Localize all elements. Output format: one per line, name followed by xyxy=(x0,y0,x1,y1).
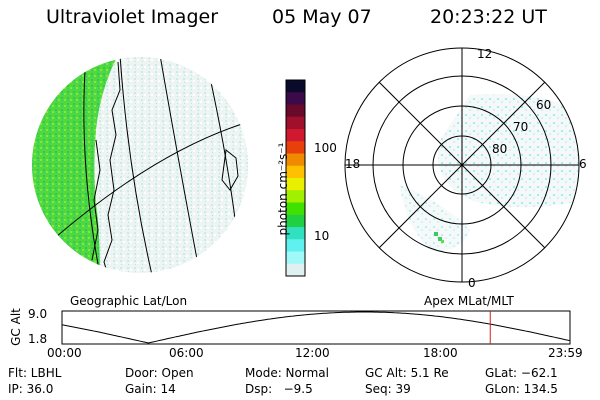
geographic-caption: Geographic Lat/Lon xyxy=(70,294,188,308)
timeline-xtick-3: 18:00 xyxy=(423,346,458,360)
timeline-xtick-0: 00:00 xyxy=(47,346,82,360)
apex-caption: Apex MLat/MLT xyxy=(424,294,514,308)
colorbar-unit-label: photon cm⁻²s⁻¹ xyxy=(276,142,290,236)
lat-label-70: 70 xyxy=(513,120,529,134)
colorbar xyxy=(285,79,306,277)
timeline-xtick-2: 12:00 xyxy=(295,346,330,360)
mlt-label-0: 0 xyxy=(468,276,476,290)
colorbar-swatch xyxy=(286,239,305,252)
mode-status: Mode: Normal xyxy=(245,366,329,380)
colorbar-swatch xyxy=(286,251,305,265)
timeline-ytick-1: 1.8 xyxy=(28,332,48,346)
timeline-xtick-1: 06:00 xyxy=(169,346,204,360)
polar-map xyxy=(344,47,580,283)
colorbar-swatch xyxy=(286,190,305,203)
mlt-label-12: 12 xyxy=(477,47,493,61)
timeline-xtick-4: 23:59 xyxy=(548,346,583,360)
altitude-timeline xyxy=(61,310,571,345)
ip-status: IP: 36.0 xyxy=(8,382,54,396)
lat-label-80: 80 xyxy=(492,142,508,156)
door-status: Door: Open xyxy=(125,366,194,380)
colorbar-swatch xyxy=(286,214,305,228)
colorbar-frame xyxy=(285,79,306,277)
glat-status: GLat: −62.1 xyxy=(485,366,558,380)
colorbar-swatch xyxy=(286,80,305,93)
mlt-label-18: 18 xyxy=(345,157,361,171)
colorbar-swatch xyxy=(286,202,305,216)
glon-status: GLon: 134.5 xyxy=(485,382,558,396)
colorbar-swatch xyxy=(286,141,305,154)
dsp-status: Dsp: −9.5 xyxy=(245,382,313,396)
colorbar-swatch xyxy=(286,153,305,167)
colorbar-swatch xyxy=(286,227,305,240)
colorbar-swatch xyxy=(286,92,305,105)
instrument-title: Ultraviolet Imager xyxy=(46,6,219,28)
time-label: 20:23:22 UT xyxy=(430,6,547,28)
gc-alt-status: GC Alt: 5.1 Re xyxy=(365,366,449,380)
colorbar-tick-10: 10 xyxy=(314,229,330,243)
date-label: 05 May 07 xyxy=(272,6,372,28)
geographic-map xyxy=(32,57,248,273)
colorbar-swatch xyxy=(286,116,305,130)
gain-status: Gain: 14 xyxy=(125,382,176,396)
seq-status: Seq: 39 xyxy=(365,382,411,396)
colorbar-swatch xyxy=(286,104,305,118)
colorbar-swatch xyxy=(286,178,305,191)
colorbar-swatch xyxy=(286,263,305,277)
timeline-ylabel: GC Alt xyxy=(9,308,23,346)
colorbar-tick-100: 100 xyxy=(314,141,337,155)
mlt-label-6: 6 xyxy=(579,157,587,171)
filter-status: Flt: LBHL xyxy=(8,366,62,380)
lat-label-60: 60 xyxy=(536,98,552,112)
timeline-ytick-9: 9.0 xyxy=(28,307,48,321)
colorbar-swatch xyxy=(286,129,305,142)
colorbar-swatch xyxy=(286,165,305,179)
